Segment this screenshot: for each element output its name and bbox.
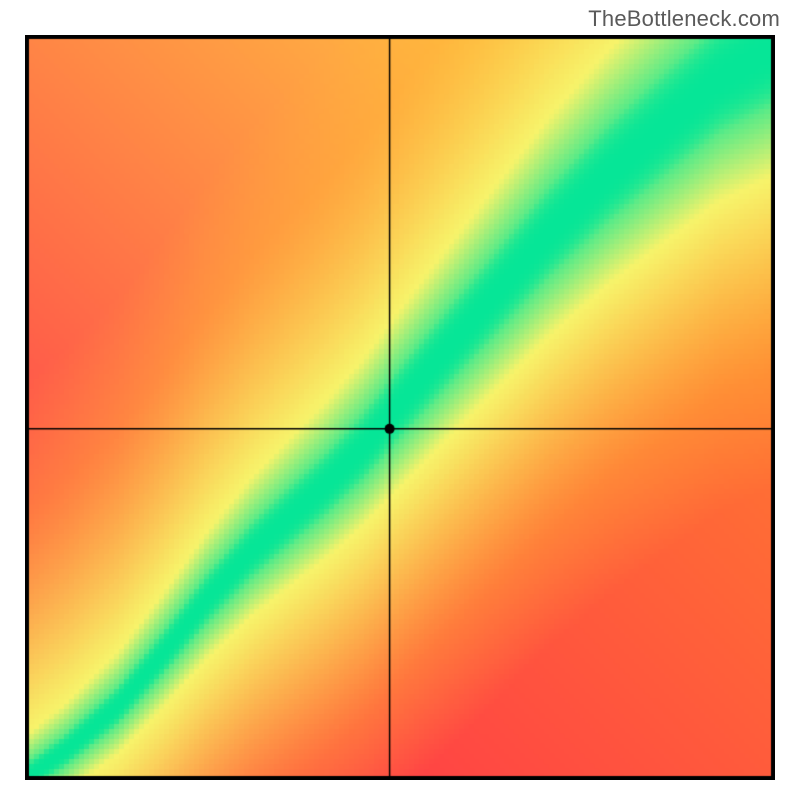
watermark-text: TheBottleneck.com xyxy=(588,6,780,32)
plot-frame xyxy=(25,35,775,780)
figure-container: TheBottleneck.com xyxy=(0,0,800,800)
heatmap-canvas xyxy=(25,35,775,780)
